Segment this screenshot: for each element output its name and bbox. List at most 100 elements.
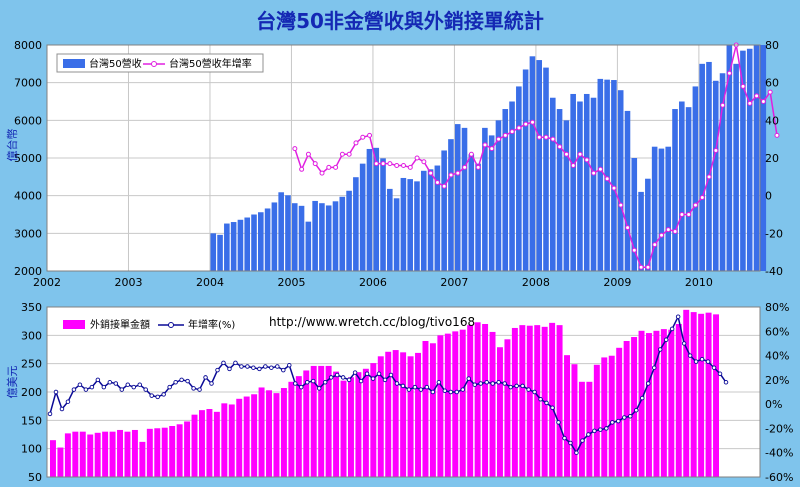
revenue-bar [271, 202, 278, 271]
revenue-bar [305, 221, 312, 271]
growth-point [496, 136, 502, 142]
export-order-bar [169, 426, 176, 477]
y2-tick-label: 80% [765, 301, 789, 314]
growth-point [406, 387, 412, 392]
export-order-bar [564, 355, 570, 477]
revenue-bar [244, 217, 251, 271]
growth-point [275, 364, 280, 369]
growth-point [95, 377, 101, 383]
growth-point [179, 377, 184, 383]
revenue-bar [590, 97, 597, 271]
y-tick-label: 5000 [14, 152, 42, 165]
export-order-bar [497, 347, 503, 477]
export-order-bar [64, 433, 71, 477]
growth-point [520, 383, 525, 389]
revenue-bar [692, 86, 699, 271]
growth-point [693, 359, 699, 364]
y-tick-label: 250 [21, 358, 42, 371]
growth-point [663, 337, 669, 343]
x-tick-label: 2010 [685, 276, 713, 289]
growth-point [257, 366, 262, 372]
bottom-chart: 50 100 150 200 250 300 350 -60% -40% -20% 0% 20% 40%… [6, 301, 793, 484]
revenue-bar [624, 110, 631, 272]
growth-point [353, 140, 359, 146]
revenue-bar [217, 234, 223, 271]
growth-point [705, 359, 711, 364]
growth-point [516, 125, 522, 131]
revenue-bar [420, 170, 427, 271]
export-order-bar [146, 428, 153, 477]
export-order-bar [94, 432, 101, 477]
export-order-bar [273, 393, 280, 477]
export-order-bar [444, 333, 451, 477]
x-tick-label: 2008 [522, 276, 550, 289]
revenue-bar [468, 154, 475, 271]
revenue-bar [733, 63, 739, 272]
export-order-bar [452, 331, 459, 477]
revenue-bar [658, 148, 665, 271]
export-order-bar [646, 333, 652, 477]
growth-point [292, 146, 298, 152]
bottom-line [47, 314, 729, 455]
export-order-bar [266, 390, 272, 477]
export-order-bar [392, 350, 399, 477]
growth-point [622, 415, 627, 420]
growth-point [430, 389, 436, 395]
revenue-bar [332, 201, 339, 271]
growth-point [726, 70, 732, 76]
growth-point [131, 384, 137, 390]
growth-point [591, 170, 597, 176]
growth-point [774, 132, 780, 138]
growth-point [239, 364, 244, 369]
revenue-bar [740, 50, 746, 272]
growth-point [532, 389, 537, 395]
export-order-bar [258, 387, 265, 477]
revenue-bar [753, 45, 760, 271]
export-order-bar [638, 330, 645, 477]
x-tick-label: 2002 [33, 276, 61, 289]
growth-point [373, 161, 379, 167]
growth-point [77, 382, 83, 387]
growth-point [563, 151, 569, 157]
growth-point [394, 381, 400, 386]
growth-point [468, 151, 474, 157]
legend-bar-swatch [63, 59, 85, 68]
export-order-bar [616, 347, 623, 477]
growth-point [59, 406, 65, 412]
growth-point [514, 383, 519, 389]
top-axes: 2000 3000 4000 5000 6000 7000 8000 -40 -20 0 20 40 6… [14, 39, 783, 289]
growth-point [544, 400, 549, 406]
y-tick-label: 7000 [14, 77, 42, 90]
growth-point [167, 384, 172, 390]
revenue-bar [319, 203, 325, 271]
growth-point [434, 179, 440, 185]
growth-point [401, 163, 406, 169]
export-order-bar [534, 325, 541, 477]
export-order-bar [683, 309, 690, 477]
growth-point [387, 161, 393, 167]
growth-point [657, 347, 663, 352]
revenue-bar [312, 200, 318, 271]
growth-point [89, 384, 95, 390]
growth-point [645, 381, 651, 386]
top-line [292, 42, 780, 270]
growth-point [436, 380, 442, 385]
revenue-bar [712, 80, 719, 272]
revenue-bar [353, 177, 359, 271]
y2-tick-label: 40% [765, 350, 789, 363]
revenue-bar [264, 208, 271, 271]
growth-point [233, 360, 238, 366]
growth-point [293, 381, 298, 386]
export-order-bar [50, 440, 56, 477]
export-order-bar [593, 364, 600, 477]
revenue-bar [563, 120, 570, 271]
growth-point [550, 405, 555, 411]
growth-point [441, 183, 447, 189]
export-order-bar [653, 330, 660, 477]
revenue-bar [359, 163, 366, 271]
growth-point [604, 426, 609, 431]
revenue-bar [495, 120, 502, 271]
export-order-bar [139, 441, 146, 477]
revenue-bar [210, 233, 217, 271]
revenue-bar [278, 192, 284, 271]
